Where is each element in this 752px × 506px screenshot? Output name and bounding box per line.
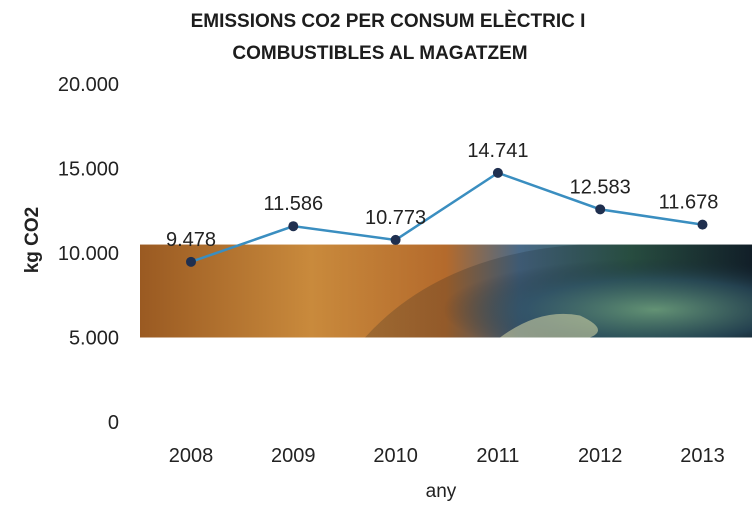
x-tick-label: 2010 [373,445,418,467]
y-axis-label: kg CO2 [22,207,43,274]
data-point [492,167,503,178]
data-label: 11.678 [659,192,719,214]
data-point [595,204,606,215]
series-markers [186,167,708,267]
x-axis-label: any [426,481,457,502]
data-label: 14.741 [467,140,528,162]
series-line [190,171,703,264]
x-tick-label: 2013 [680,445,725,467]
data-point [697,219,708,230]
data-point [186,256,196,267]
cloud-image [500,313,598,338]
y-tick-label: 0 [108,412,119,434]
data-label: 12.583 [570,176,631,198]
x-tick-label: 2011 [476,445,519,467]
data-label: 9.478 [166,229,216,251]
y-tick-label: 10.000 [58,243,119,265]
x-tick-label: 2012 [578,445,623,467]
data-point [390,234,401,245]
x-tick-label: 2008 [169,445,214,467]
y-tick-label: 5.000 [69,328,119,350]
data-label: 11.586 [263,193,323,215]
data-point [288,221,299,232]
x-tick-labels: 2008 2009 2010 2011 2012 2013 [169,445,725,467]
x-tick-label: 2009 [271,445,316,467]
y-tick-labels: 0 5.000 10.000 15.000 20.000 [58,74,119,434]
chart-subtitle: COMBUSTIBLES AL MAGATZEM [232,43,527,64]
data-labels: 9.478 11.586 10.773 14.741 12.583 11.678 [166,140,718,251]
background-image-band [140,244,752,338]
earth-image [365,244,752,338]
chart-title: EMISSIONS CO2 PER CONSUM ELÈCTRIC I [191,10,586,32]
y-tick-label: 15.000 [58,159,119,181]
y-tick-label: 20.000 [58,74,119,96]
data-label: 10.773 [365,207,426,229]
